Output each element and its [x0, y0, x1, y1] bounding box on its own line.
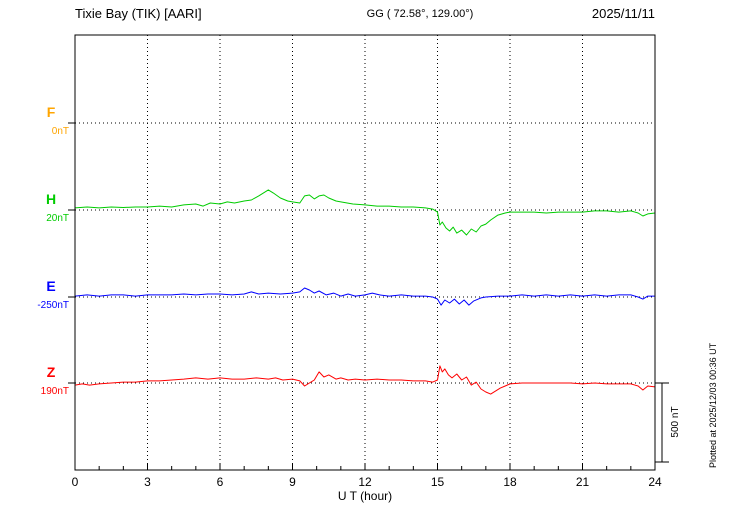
x-tick-label: 24	[648, 475, 662, 489]
component-label-F: F	[47, 104, 56, 120]
x-tick-label: 3	[144, 475, 151, 489]
scale-bar-label: 500 nT	[670, 406, 681, 437]
x-tick-label: 18	[503, 475, 517, 489]
x-axis-label: U T (hour)	[338, 489, 392, 503]
baseline-value-Z: 190nT	[41, 386, 69, 397]
x-tick-label: 6	[217, 475, 224, 489]
date-label: 2025/11/11	[592, 6, 655, 21]
baseline-value-F: 0nT	[52, 126, 69, 137]
x-tick-label: 21	[576, 475, 590, 489]
plot-frame	[74, 34, 656, 471]
station-title: Tixie Bay (TIK) [AARI]	[75, 6, 202, 21]
component-label-E: E	[46, 278, 55, 294]
x-tick-label: 15	[431, 475, 445, 489]
component-label-H: H	[46, 191, 56, 207]
plotted-at-caption: Plotted at 2025/12/03 00:36 UT	[708, 342, 718, 468]
x-tick-label: 9	[289, 475, 296, 489]
x-tick-label: 12	[358, 475, 372, 489]
trace-E	[74, 287, 655, 306]
baseline-value-E: -250nT	[37, 300, 69, 311]
component-label-Z: Z	[47, 364, 56, 380]
trace-H	[74, 189, 656, 236]
baseline-value-H: 20nT	[46, 213, 69, 224]
geographic-coords: GG ( 72.58°, 129.00°)	[367, 8, 474, 20]
x-tick-label: 0	[72, 475, 79, 489]
trace-Z	[74, 365, 656, 395]
